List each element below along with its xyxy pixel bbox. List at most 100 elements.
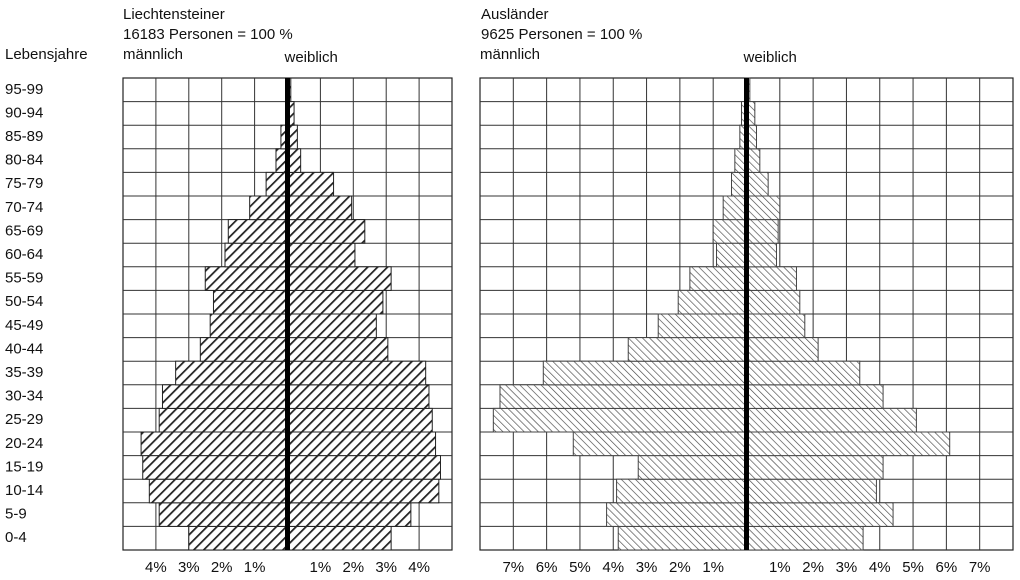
y-tick-label: 35-39 [5, 364, 43, 381]
y-tick-label: 80-84 [5, 152, 43, 169]
bar [287, 266, 392, 291]
bar [287, 289, 384, 315]
x-tick-label: 1% [769, 559, 791, 576]
bar [148, 478, 288, 504]
x-tick-label: 2% [669, 559, 691, 576]
bar [287, 455, 441, 480]
x-tick-label: 1% [244, 559, 266, 576]
y-tick-label: 30-34 [5, 388, 43, 405]
bar [224, 242, 289, 268]
bar [287, 195, 353, 221]
y-tick-label: 5-9 [5, 506, 27, 523]
x-tick-label: 1% [702, 559, 724, 576]
x-tick-label: 3% [636, 559, 658, 576]
bar [188, 525, 288, 551]
x-tick-label: 4% [869, 559, 891, 576]
bar [606, 502, 748, 527]
chart-subtitle: 16183 Personen = 100 % [123, 26, 293, 43]
y-tick-label: 40-44 [5, 340, 43, 357]
x-tick-label: 5% [902, 559, 924, 576]
y-tick-label: 0-4 [5, 529, 27, 546]
x-tick-label: 7% [969, 559, 991, 576]
y-tick-label: 10-14 [5, 482, 43, 499]
y-axis-label: Lebensjahre [5, 46, 88, 63]
chart-subtitle: 9625 Personen = 100 % [481, 26, 642, 43]
y-tick-label: 20-24 [5, 435, 43, 452]
bar [287, 478, 440, 504]
y-tick-label: 50-54 [5, 293, 43, 310]
legend-label: männlich [480, 46, 540, 63]
legend-label: männlich [123, 46, 183, 63]
bar [161, 384, 288, 409]
bar [746, 478, 877, 504]
bar [287, 360, 427, 386]
bar [746, 171, 769, 197]
bar [722, 195, 748, 221]
x-tick-label: 1% [310, 559, 332, 576]
bar [746, 289, 801, 315]
bar [542, 360, 748, 386]
y-tick-label: 90-94 [5, 104, 43, 121]
bar [140, 431, 288, 457]
bar [746, 195, 781, 221]
bar [746, 384, 884, 409]
y-tick-label: 60-64 [5, 246, 43, 263]
x-tick-label: 2% [802, 559, 824, 576]
y-tick-label: 65-69 [5, 222, 43, 239]
y-tick-label: 70-74 [5, 199, 43, 216]
bar [227, 219, 288, 244]
legend-label: weiblich [284, 49, 338, 66]
bar [746, 313, 806, 339]
x-tick-label: 3% [836, 559, 858, 576]
bar [746, 266, 797, 291]
bar [746, 502, 894, 527]
x-tick-label: 4% [408, 559, 430, 576]
bar [287, 431, 437, 457]
bar [637, 455, 747, 480]
bar [158, 502, 288, 527]
bar [677, 289, 747, 315]
y-tick-label: 55-59 [5, 270, 43, 287]
bar [287, 313, 377, 339]
x-tick-label: 7% [502, 559, 524, 576]
bar [716, 242, 747, 268]
bar [204, 266, 288, 291]
bar [142, 455, 288, 480]
y-tick-label: 75-79 [5, 175, 43, 192]
x-tick-label: 6% [536, 559, 558, 576]
x-tick-label: 3% [375, 559, 397, 576]
chart-title: Ausländer [481, 6, 549, 23]
bar [175, 360, 288, 386]
bar [287, 525, 392, 551]
bar [746, 525, 864, 551]
y-tick-label: 25-29 [5, 411, 43, 428]
legend-label: weiblich [743, 49, 797, 66]
bar [287, 171, 335, 197]
y-tick-label: 45-49 [5, 317, 43, 334]
bar [287, 407, 433, 433]
bar [746, 455, 884, 480]
x-tick-label: 5% [569, 559, 591, 576]
bar [746, 242, 777, 268]
bar [499, 384, 747, 409]
chart-title: Liechtensteiner [123, 6, 225, 23]
bar [617, 525, 748, 551]
bar [657, 313, 747, 339]
bar [746, 407, 917, 433]
bar [287, 337, 389, 362]
bar [689, 266, 748, 291]
bar [209, 313, 288, 339]
x-tick-label: 4% [145, 559, 167, 576]
bar [746, 360, 861, 386]
bar [616, 478, 747, 504]
bar [287, 219, 366, 244]
y-tick-label: 95-99 [5, 81, 43, 98]
x-tick-label: 4% [602, 559, 624, 576]
bar [572, 431, 748, 457]
bar [287, 242, 356, 268]
x-tick-label: 6% [936, 559, 958, 576]
bar [746, 431, 951, 457]
bar [492, 407, 748, 433]
bar [712, 219, 747, 244]
